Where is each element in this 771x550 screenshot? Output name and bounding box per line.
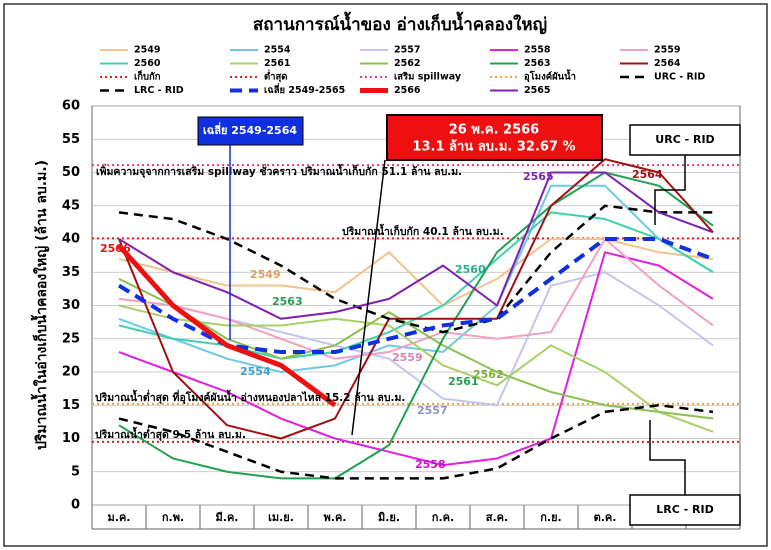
x-tick-label: ก.ย. bbox=[540, 511, 561, 524]
legend-label: URC - RID bbox=[654, 72, 705, 83]
legend-label: อุโมงค์ผันน้ำ bbox=[524, 69, 576, 83]
series-line bbox=[118, 404, 714, 480]
legend-label: 2558 bbox=[524, 45, 551, 56]
annotations: เพิ่มความจุจากการเสริม spillway ชั่วคราว… bbox=[95, 114, 741, 526]
legend-label: 2549 bbox=[134, 45, 160, 56]
y-tick-label: 40 bbox=[62, 232, 80, 247]
legend-label: 2563 bbox=[524, 58, 550, 69]
series-label: 2566 bbox=[100, 242, 131, 255]
y-tick-label: 10 bbox=[62, 431, 80, 446]
callout-line bbox=[649, 420, 686, 495]
annotation: ปริมาณน้ำต่ำสุด ที่อุโมงค์ผันน้ำ อ่างหนอ… bbox=[95, 389, 405, 405]
series-line bbox=[117, 237, 714, 355]
legend-label: 2560 bbox=[134, 58, 161, 69]
series-line bbox=[118, 238, 714, 307]
callout-line bbox=[351, 159, 386, 436]
series-label: 2560 bbox=[455, 263, 486, 276]
annotation: ปริมาณน้ำเก็บกัก 40.1 ล้าน ลบ.ม. bbox=[342, 223, 504, 238]
y-tick-label: 35 bbox=[62, 265, 80, 280]
x-tick-label: ม.ค. bbox=[108, 511, 131, 524]
lrc-box bbox=[629, 494, 741, 526]
series-label: 2554 bbox=[240, 365, 271, 378]
annotation: เพิ่มความจุจากการเสริม spillway ชั่วคราว… bbox=[96, 163, 462, 179]
legend-label: 2564 bbox=[654, 58, 681, 69]
x-tick-label: ก.ค. bbox=[432, 511, 454, 524]
legend-label: 2554 bbox=[264, 45, 291, 56]
legend-label: 2562 bbox=[394, 58, 420, 69]
series-label: 2559 bbox=[392, 351, 423, 364]
series-line bbox=[118, 171, 714, 320]
series-label: 2561 bbox=[448, 375, 479, 388]
series-label: 2565 bbox=[523, 170, 554, 183]
series-label: 2558 bbox=[415, 458, 446, 471]
callout-line bbox=[654, 155, 686, 225]
chart-title: สถานการณ์น้ำของ อ่างเก็บน้ำคลองใหญ่ bbox=[253, 11, 547, 35]
series-line bbox=[118, 158, 714, 440]
legend-label: 2565 bbox=[524, 85, 550, 96]
series-line bbox=[118, 251, 714, 467]
box-text: 26 พ.ค. 2566 bbox=[449, 123, 539, 138]
series-line bbox=[118, 304, 714, 433]
series-line bbox=[117, 243, 337, 408]
y-tick-label: 55 bbox=[62, 132, 80, 147]
y-tick-label: 20 bbox=[62, 365, 80, 380]
series-label: 2564 bbox=[632, 168, 663, 181]
y-tick-label: 50 bbox=[62, 165, 80, 180]
legend-label: LRC - RID bbox=[134, 85, 184, 96]
series-line bbox=[118, 204, 713, 334]
series-line bbox=[118, 171, 714, 480]
box-text: URC - RID bbox=[655, 133, 714, 146]
legend-label: เก็บกัก bbox=[134, 70, 161, 83]
legend-label: เสริม spillway bbox=[394, 72, 462, 83]
y-axis-label: ปริมาณน้ำในอ่างเก็บน้ำคลองใหญ่ (ล้าน ลบ.… bbox=[30, 160, 50, 450]
x-tick-label: เม.ย. bbox=[268, 511, 294, 524]
series-label: 2563 bbox=[272, 295, 303, 308]
series-line bbox=[118, 238, 714, 360]
urc-box bbox=[629, 124, 741, 156]
legend-label: เฉลี่ย 2549-2565 bbox=[264, 82, 345, 96]
legend-label: 2561 bbox=[264, 58, 290, 69]
average-box bbox=[197, 116, 304, 146]
legend-label: ต่ำสุด bbox=[264, 69, 287, 83]
series-label: 2562 bbox=[473, 368, 504, 381]
box-text: เฉลี่ย 2549-2564 bbox=[203, 122, 297, 137]
y-tick-label: 0 bbox=[71, 498, 80, 513]
series-line bbox=[118, 184, 714, 373]
y-tick-label: 5 bbox=[71, 464, 80, 479]
x-tick-label: มี.ค. bbox=[216, 511, 239, 524]
y-tick-label: 30 bbox=[62, 298, 80, 313]
y-tick-label: 60 bbox=[62, 99, 80, 114]
legend-label: 2566 bbox=[394, 85, 421, 96]
box-text: 13.1 ล้าน ลบ.ม. 32.67 % bbox=[412, 139, 575, 155]
legend-label: 2557 bbox=[394, 45, 420, 56]
x-tick-label: พ.ค. bbox=[324, 511, 347, 524]
y-tick-label: 45 bbox=[62, 198, 80, 213]
x-tick-label: ส.ค. bbox=[486, 511, 508, 524]
x-tick-label: มิ.ย. bbox=[378, 511, 400, 524]
legend-label: 2559 bbox=[654, 45, 680, 56]
annotation: ปริมาณน้ำต่ำสุด 9.5 ล้าน ลบ.ม. bbox=[95, 426, 246, 442]
series-label: 2549 bbox=[250, 268, 281, 281]
y-tick-label: 25 bbox=[62, 331, 80, 346]
x-tick-label: ก.พ. bbox=[162, 511, 184, 524]
x-tick-label: ต.ค. bbox=[594, 511, 617, 524]
series-label: 2557 bbox=[417, 404, 448, 417]
y-tick-label: 15 bbox=[62, 398, 80, 413]
box-text: LRC - RID bbox=[656, 503, 713, 516]
date-box bbox=[386, 114, 603, 161]
series-line bbox=[118, 278, 714, 420]
